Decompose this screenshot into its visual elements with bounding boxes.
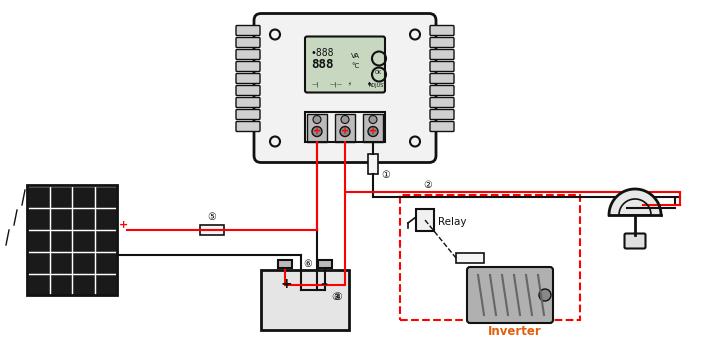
Circle shape xyxy=(369,115,377,123)
Bar xyxy=(50,275,71,295)
FancyBboxPatch shape xyxy=(236,86,260,95)
FancyBboxPatch shape xyxy=(430,110,454,119)
Bar xyxy=(278,260,292,268)
Bar xyxy=(50,209,71,229)
Bar xyxy=(96,231,116,251)
FancyBboxPatch shape xyxy=(236,98,260,107)
Text: –: – xyxy=(320,277,327,291)
FancyBboxPatch shape xyxy=(430,61,454,72)
Bar xyxy=(28,253,48,273)
FancyBboxPatch shape xyxy=(467,267,553,323)
FancyBboxPatch shape xyxy=(254,13,436,163)
Bar xyxy=(456,253,484,263)
Bar xyxy=(50,187,71,207)
Text: OK: OK xyxy=(375,70,382,76)
Bar xyxy=(96,209,116,229)
Bar xyxy=(363,114,383,142)
Text: ③: ③ xyxy=(331,292,340,302)
Text: 888: 888 xyxy=(311,58,333,72)
Circle shape xyxy=(341,115,349,123)
Text: —|—: —|— xyxy=(330,82,343,87)
Text: +: + xyxy=(369,126,377,135)
Text: ⚡: ⚡ xyxy=(348,82,352,87)
FancyBboxPatch shape xyxy=(430,122,454,131)
Text: +: + xyxy=(341,126,349,135)
Bar xyxy=(96,187,116,207)
Bar xyxy=(28,231,48,251)
Polygon shape xyxy=(609,189,661,215)
Bar xyxy=(318,260,332,268)
Text: +: + xyxy=(280,277,292,291)
Text: °C: °C xyxy=(351,64,359,69)
Text: ⑤: ⑤ xyxy=(207,212,216,222)
Text: •888: •888 xyxy=(311,49,335,58)
Bar xyxy=(28,209,48,229)
Bar xyxy=(73,187,94,207)
FancyBboxPatch shape xyxy=(236,49,260,60)
Bar xyxy=(368,154,378,174)
FancyBboxPatch shape xyxy=(624,233,646,249)
Bar xyxy=(96,253,116,273)
Bar xyxy=(28,187,48,207)
FancyBboxPatch shape xyxy=(236,37,260,48)
Bar xyxy=(400,195,580,320)
Text: ADJUST: ADJUST xyxy=(369,83,387,89)
Circle shape xyxy=(312,126,322,136)
Circle shape xyxy=(340,126,350,136)
Bar xyxy=(261,270,349,330)
Bar xyxy=(73,275,94,295)
Bar xyxy=(73,209,94,229)
Circle shape xyxy=(313,115,321,123)
Bar xyxy=(27,185,117,295)
FancyBboxPatch shape xyxy=(430,98,454,107)
FancyBboxPatch shape xyxy=(305,37,385,93)
FancyBboxPatch shape xyxy=(430,86,454,95)
Text: ①: ① xyxy=(381,171,390,180)
FancyBboxPatch shape xyxy=(430,25,454,36)
Bar xyxy=(28,275,48,295)
FancyBboxPatch shape xyxy=(236,61,260,72)
Bar xyxy=(73,231,94,251)
Bar xyxy=(50,231,71,251)
Bar xyxy=(96,275,116,295)
FancyBboxPatch shape xyxy=(430,37,454,48)
FancyBboxPatch shape xyxy=(236,73,260,83)
FancyBboxPatch shape xyxy=(430,49,454,60)
Bar xyxy=(335,114,355,142)
FancyBboxPatch shape xyxy=(236,25,260,36)
FancyBboxPatch shape xyxy=(236,110,260,119)
Bar xyxy=(200,225,224,235)
Bar xyxy=(307,114,327,142)
Text: +: + xyxy=(313,126,321,135)
Bar xyxy=(416,209,434,231)
Text: Relay: Relay xyxy=(438,217,467,227)
Circle shape xyxy=(539,289,551,301)
FancyBboxPatch shape xyxy=(236,122,260,131)
Circle shape xyxy=(368,126,378,136)
Text: ④: ④ xyxy=(333,292,342,302)
Text: Inverter: Inverter xyxy=(488,325,541,338)
FancyBboxPatch shape xyxy=(430,73,454,83)
Text: ⑥: ⑥ xyxy=(303,259,312,269)
Text: ♦: ♦ xyxy=(366,82,371,87)
Bar xyxy=(73,253,94,273)
Bar xyxy=(305,111,385,142)
Bar xyxy=(50,253,71,273)
Text: ②: ② xyxy=(423,180,432,191)
Text: —|: —| xyxy=(312,82,320,87)
Text: VA: VA xyxy=(351,53,360,60)
Text: +: + xyxy=(119,220,128,230)
